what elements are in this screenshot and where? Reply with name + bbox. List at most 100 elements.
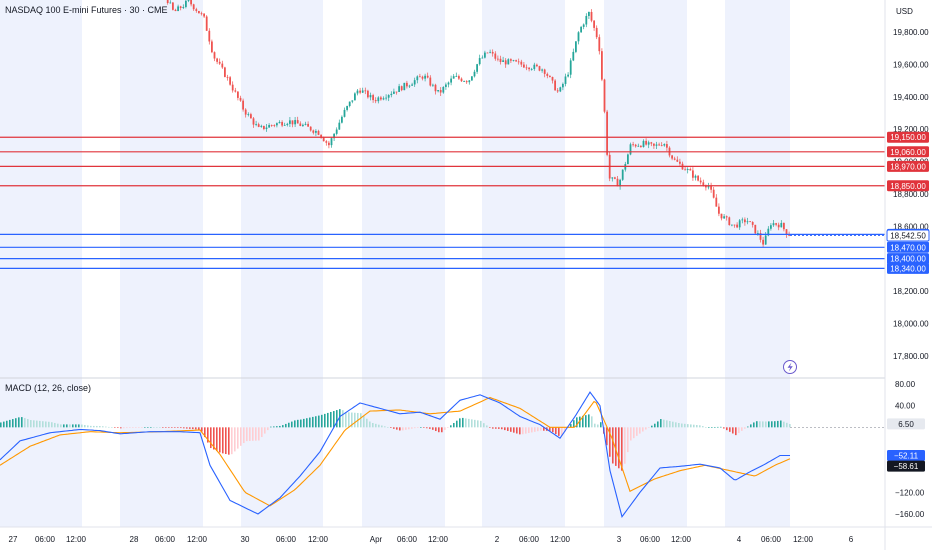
candle xyxy=(338,119,341,130)
histogram-bar xyxy=(288,422,290,428)
histogram-bar xyxy=(120,427,122,429)
candle xyxy=(478,54,481,66)
macd-value-tag: −52.11 xyxy=(887,450,925,462)
candle xyxy=(190,0,192,7)
histogram-bar xyxy=(285,423,287,428)
histogram-bar xyxy=(609,427,611,457)
histogram-bar xyxy=(0,422,2,428)
histogram-bar xyxy=(306,418,308,428)
histogram-bar xyxy=(750,424,752,428)
histogram-bar xyxy=(678,422,680,428)
candle xyxy=(257,122,260,128)
candle xyxy=(421,75,424,81)
session-band xyxy=(0,0,82,527)
candle xyxy=(489,49,491,54)
session-band xyxy=(604,0,687,527)
candle xyxy=(556,88,559,93)
candle xyxy=(502,56,504,62)
histogram-bar xyxy=(129,427,131,428)
histogram-bar xyxy=(162,427,164,428)
time-tick-label: 06:00 xyxy=(640,535,661,544)
histogram-bar xyxy=(225,427,227,455)
histogram-bar xyxy=(177,427,179,428)
histogram-bar xyxy=(720,426,722,428)
svg-text:−58.61: −58.61 xyxy=(894,462,919,471)
session-band xyxy=(120,0,203,527)
candle xyxy=(354,92,356,101)
candle xyxy=(356,89,359,96)
histogram-bar xyxy=(228,427,230,455)
histogram-bar xyxy=(450,425,452,428)
histogram-bar xyxy=(234,427,236,452)
candle xyxy=(465,80,468,84)
resistance-tag: 19,150.00 xyxy=(887,131,929,143)
candle xyxy=(463,80,465,82)
candle xyxy=(307,121,309,127)
svg-text:18,850.00: 18,850.00 xyxy=(890,182,926,191)
histogram-bar xyxy=(165,427,167,428)
histogram-bar xyxy=(354,412,356,428)
candle xyxy=(746,217,749,225)
histogram-bar xyxy=(333,411,335,428)
histogram-bar xyxy=(507,427,509,431)
candle xyxy=(468,80,471,85)
time-tick-label: 6 xyxy=(849,535,854,544)
histogram-bar xyxy=(468,418,470,428)
candle xyxy=(533,62,536,71)
histogram-bar xyxy=(432,427,434,430)
histogram-bar xyxy=(222,427,224,454)
histogram-bar xyxy=(774,421,776,428)
histogram-bar xyxy=(573,420,575,428)
candle xyxy=(733,224,736,228)
histogram-bar xyxy=(576,417,578,428)
candle xyxy=(294,117,296,127)
histogram-bar xyxy=(153,427,155,428)
histogram-bar xyxy=(231,427,233,455)
candle xyxy=(393,88,395,95)
candle xyxy=(601,48,603,82)
histogram-bar xyxy=(198,427,200,430)
candle xyxy=(247,112,250,117)
candle xyxy=(374,97,377,104)
histogram-bar xyxy=(210,427,212,449)
candle xyxy=(276,122,278,128)
histogram-bar xyxy=(492,427,494,429)
histogram-bar xyxy=(147,427,149,428)
histogram-bar xyxy=(204,427,206,438)
histogram-bar xyxy=(396,427,398,430)
histogram-bar xyxy=(267,427,269,431)
histogram-bar xyxy=(168,427,170,428)
candle xyxy=(523,61,525,69)
candle xyxy=(780,220,783,228)
histogram-bar xyxy=(150,427,152,428)
histogram-bar xyxy=(126,427,128,429)
candle xyxy=(564,73,567,87)
svg-text:18,400.00: 18,400.00 xyxy=(890,255,926,264)
candle xyxy=(221,60,224,69)
candle xyxy=(299,121,302,127)
histogram-bar xyxy=(258,427,260,441)
candle xyxy=(283,122,286,126)
candle xyxy=(660,142,663,147)
price-tick-label: 19,600.00 xyxy=(893,60,929,69)
histogram-bar xyxy=(675,422,677,428)
candle xyxy=(606,109,608,157)
histogram-bar xyxy=(558,427,560,436)
histogram-bar xyxy=(12,419,14,428)
histogram-bar xyxy=(117,427,119,428)
svg-text:−52.11: −52.11 xyxy=(894,452,919,461)
candle xyxy=(775,222,777,227)
candle xyxy=(367,89,369,99)
histogram-bar xyxy=(471,419,473,428)
histogram-bar xyxy=(390,427,392,428)
histogram-bar xyxy=(351,412,353,428)
histogram-bar xyxy=(201,427,203,432)
candle xyxy=(720,213,723,221)
histogram-bar xyxy=(687,424,689,428)
histogram-bar xyxy=(87,425,89,428)
histogram-bar xyxy=(741,427,743,431)
candle xyxy=(263,125,265,131)
histogram-bar xyxy=(375,423,377,428)
lightning-icon[interactable] xyxy=(783,360,797,374)
